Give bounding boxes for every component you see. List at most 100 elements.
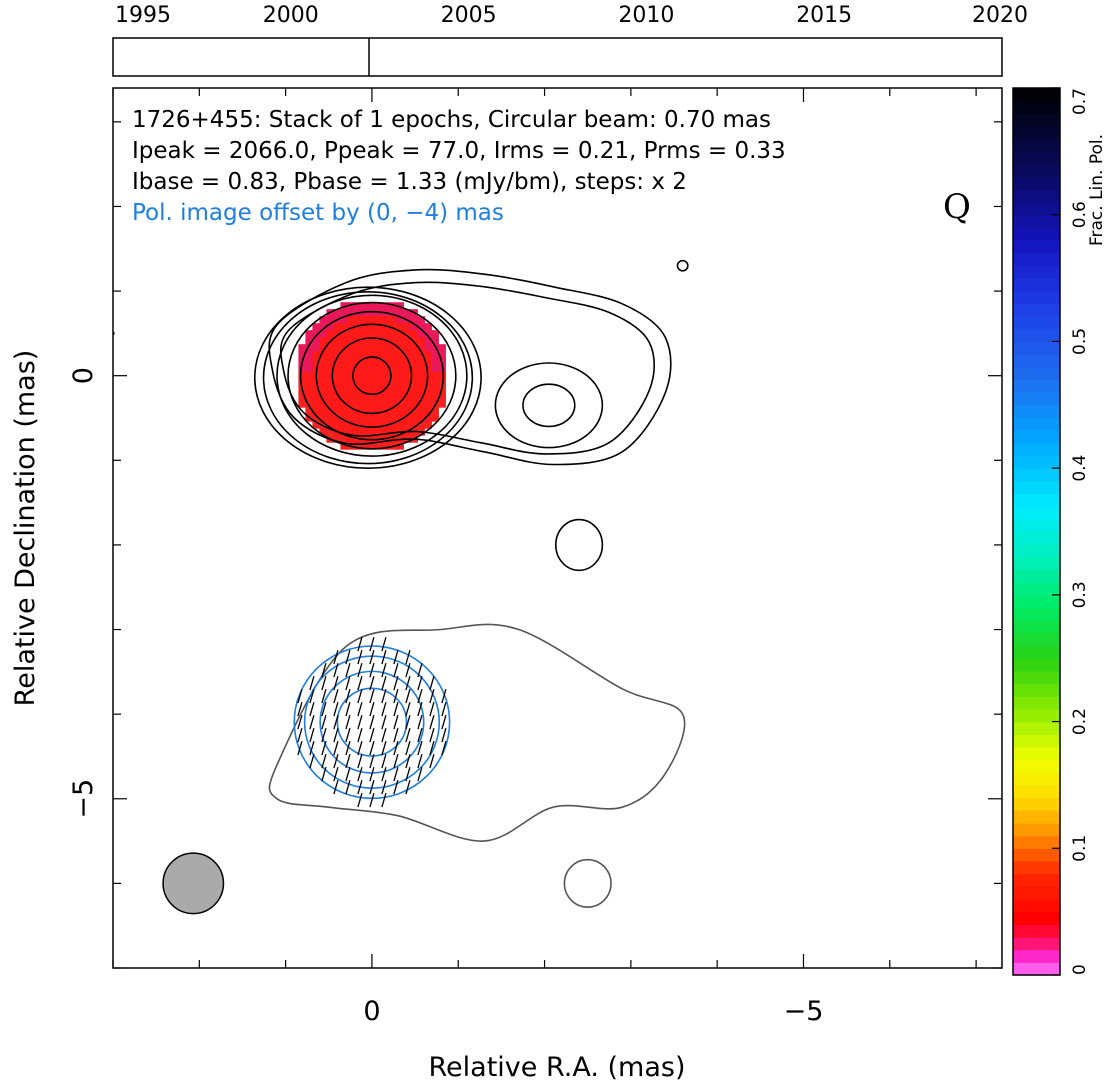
evpa-tick [381,728,387,743]
evpa-tick [369,663,375,678]
frac-pol-pixel [382,379,390,387]
frac-pol-pixel [340,435,348,443]
colorbar-bin [1013,632,1060,647]
frac-pol-pixel [424,400,432,408]
frac-pol-pixel [298,372,306,380]
frac-pol-pixel [347,386,355,394]
frac-pol-pixel [424,351,432,359]
frac-pol-pixel [403,386,411,394]
colorbar-bin [1013,417,1060,431]
frac-pol-pixel [368,372,376,380]
evpa-tick [405,663,411,678]
frac-pol-pixel [312,323,320,331]
frac-pol-pixel [368,330,376,338]
evpa-tick [381,689,387,704]
y-tick-label: −5 [68,779,99,819]
intensity-contour-core [253,286,482,469]
frac-pol-pixel [333,330,341,338]
colorbar-bin [1013,176,1060,190]
frac-pol-pixel [333,379,341,387]
frac-pol-pixel [298,365,306,373]
frac-pol-pixel [389,365,397,373]
frac-pol-pixel [431,407,439,415]
evpa-tick [405,715,411,730]
colorbar-bin [1013,759,1060,773]
frac-pol-pixel [382,351,390,359]
frac-pol-pixel [396,414,404,422]
evpa-tick [429,689,435,704]
frac-pol-pixel [368,309,376,317]
frac-pol-pixel [333,365,341,373]
frac-pol-pixel [319,393,327,401]
evpa-tick [417,767,423,782]
evpa-tick [417,676,423,691]
colorbar-bin [1013,354,1060,368]
frac-pol-pixel [375,309,383,317]
evpa-tick [369,650,375,665]
colorbar-bin [1013,442,1060,457]
evpa-tick [381,663,387,678]
frac-pol-pixel [389,302,397,310]
frac-pol-pixel [361,344,369,352]
evpa-tick [369,637,375,652]
colorbar-bin [1013,455,1060,469]
frac-pol-pixel [340,442,348,450]
frac-pol-pixel [375,330,383,338]
frac-pol-pixel [417,365,425,373]
evpa-tick [393,676,399,691]
frac-pol-pixel [368,323,376,331]
frac-pol-pixel [333,414,341,422]
frac-pol-pixel [326,372,334,380]
timeline-tick-label: 2020 [972,3,1028,28]
colorbar-tick-label: 0.1 [1070,835,1090,862]
frac-pol-pixel [354,365,362,373]
evpa-tick [393,650,399,665]
evpa-tick [429,702,435,717]
colorbar-bin [1013,658,1060,672]
evpa-tick [357,637,363,652]
frac-pol-pixel [368,351,376,359]
frac-pol-pixel [431,351,439,359]
evpa-tick [393,689,399,704]
evpa-tick [417,663,423,678]
frac-pol-pixel [340,337,348,345]
frac-pol-pixel [417,323,425,331]
frac-pol-pixel [410,344,418,352]
evpa-tick [405,650,411,665]
evpa-tick [357,754,363,769]
frac-pol-pixel [410,414,418,422]
frac-pol-pixel [361,400,369,408]
frac-pol-pixel [340,414,348,422]
frac-pol-pixel [424,330,432,338]
frac-pol-pixel [382,414,390,422]
intensity-contour-knot [522,383,576,428]
colorbar-bin [1013,138,1060,152]
colorbar-tick-label: 0.2 [1070,708,1090,735]
frac-pol-pixel [361,365,369,373]
timeline-panel: 1995 2000 2005 2010 2015 2020 [112,3,1028,77]
colorbar-bin [1013,835,1060,849]
frac-pol-pixel [403,421,411,429]
frac-pol-pixel [319,428,327,436]
frac-pol-pixel [389,351,397,359]
frac-pol-pixel [382,323,390,331]
frac-pol-pixel [403,309,411,317]
frac-pol-pixel [417,351,425,359]
axis-tick-labels: 0 −5 0 −5 [68,367,823,1027]
evpa-tick [381,650,387,665]
colorbar-bin [1013,556,1060,571]
evpa-tick [441,689,447,704]
evpa-tick [345,728,351,743]
evpa-tick [297,715,303,730]
colorbar-bin [1013,430,1060,444]
frac-pol-pixel [319,330,327,338]
frac-pol-pixel [403,400,411,408]
frac-pol-pixel [333,435,341,443]
evpa-tick [345,676,351,691]
colorbar-bin [1013,860,1060,875]
colorbar-bin [1013,480,1060,495]
colorbar-frame [1012,87,1061,976]
frac-pol-pixel [410,365,418,373]
frac-pol-pixel [382,365,390,373]
